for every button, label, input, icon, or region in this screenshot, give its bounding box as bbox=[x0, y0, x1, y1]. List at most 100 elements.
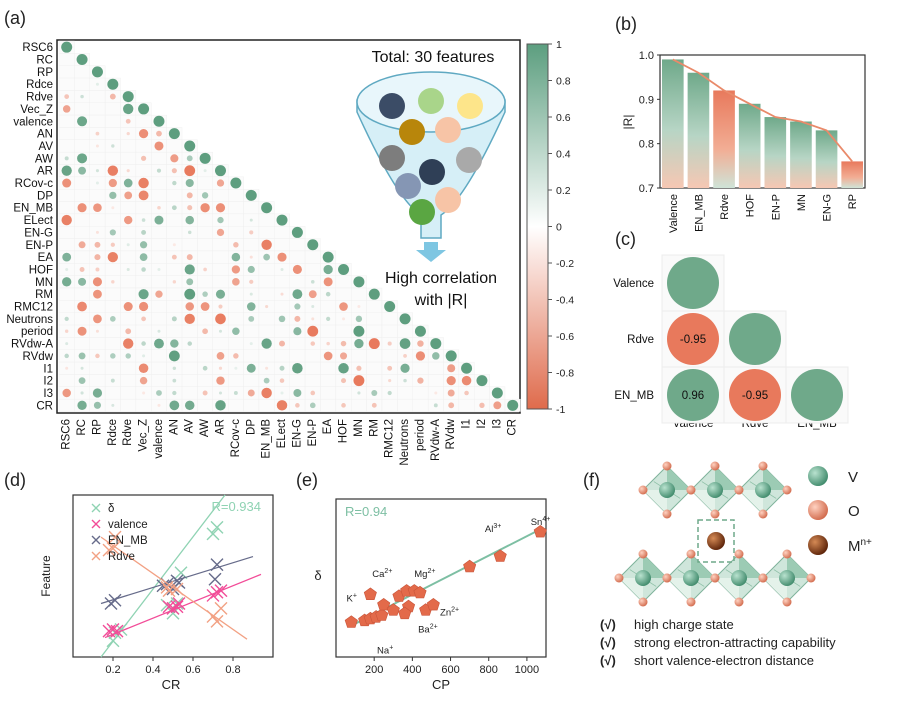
heatmap-dot bbox=[216, 228, 225, 237]
heatmap-cell bbox=[74, 139, 90, 153]
heatmap-dot bbox=[62, 388, 71, 398]
colorbar-tick-label: 0.8 bbox=[556, 76, 571, 88]
heatmap-cell bbox=[227, 287, 244, 301]
f-legend: V O Mn+ bbox=[808, 466, 872, 555]
d-legend-marker bbox=[91, 519, 101, 529]
heatmap-dot bbox=[141, 341, 146, 346]
heatmap-col-label: AN bbox=[168, 419, 180, 435]
heatmap-dot bbox=[445, 350, 457, 362]
colorbar-tick-label: 1 bbox=[556, 39, 562, 51]
heatmap-cell bbox=[181, 324, 198, 338]
o-atom bbox=[710, 509, 720, 519]
colorbar-ticks: 1 0.8 0.6 0.4 0.2 0 -0.2 -0.4 -0.6 -0.8 -1 bbox=[548, 39, 574, 416]
heatmap-dot bbox=[170, 154, 179, 163]
highlight-box bbox=[697, 519, 735, 563]
e-xticks: 200 400 600 800 1000 bbox=[365, 657, 539, 676]
heatmap-cell bbox=[104, 324, 121, 338]
heatmap-cell bbox=[74, 127, 90, 140]
heatmap-dot bbox=[91, 66, 103, 78]
heatmap-dot bbox=[433, 403, 438, 408]
heatmap-dot bbox=[384, 301, 396, 313]
d-legend: δ valence EN_MB Rdve bbox=[91, 503, 148, 563]
heatmap-cell bbox=[104, 114, 121, 128]
heatmap-dot bbox=[280, 391, 284, 395]
heatmap-dot bbox=[187, 205, 193, 211]
heatmap-dot bbox=[461, 375, 472, 386]
heatmap-dot bbox=[95, 169, 99, 173]
d-legend-label: Rdve bbox=[108, 551, 135, 563]
heatmap-dot bbox=[138, 129, 149, 139]
d-legend-marker bbox=[91, 503, 101, 513]
heatmap-dot bbox=[64, 316, 69, 321]
heatmap-cell bbox=[89, 361, 106, 375]
heatmap-cell bbox=[151, 275, 167, 289]
e-points: Sn4+ Al3+ Mg2+ Ca2+ K+ Zn2+Ba2+ Na+ bbox=[344, 516, 550, 657]
heatmap-cell bbox=[197, 213, 213, 227]
heatmap-dot bbox=[323, 264, 333, 275]
heatmap-dot bbox=[357, 305, 361, 309]
b-bar bbox=[662, 59, 684, 188]
heatmap-dot bbox=[479, 402, 485, 409]
d-point bbox=[170, 582, 184, 596]
heatmap-dot bbox=[78, 166, 87, 175]
heatmap-col-label: AR bbox=[214, 419, 226, 435]
e-xlabel: CP bbox=[432, 677, 450, 692]
heatmap-cell bbox=[58, 300, 75, 313]
heatmap-cell bbox=[320, 361, 337, 375]
heatmap-dot bbox=[139, 241, 148, 249]
heatmap-dot bbox=[107, 251, 118, 263]
heatmap-dot bbox=[126, 169, 130, 173]
e-ylabel: δ bbox=[314, 568, 321, 583]
heatmap-cell bbox=[212, 263, 229, 276]
heatmap-dot bbox=[202, 291, 208, 297]
heatmap-dot bbox=[109, 191, 117, 200]
heatmap-cell bbox=[181, 361, 198, 375]
heatmap-dot bbox=[186, 254, 193, 261]
d-point bbox=[106, 634, 120, 648]
heatmap-dot bbox=[95, 82, 99, 86]
heatmap-dot bbox=[307, 325, 319, 337]
heatmap-cell bbox=[258, 226, 275, 239]
heatmap-column-labels: RSC6 RC RP Rdce Rdve Vec_Z valence AN AV AW AR RCov… bbox=[61, 418, 519, 465]
heatmap-cell bbox=[181, 386, 198, 400]
heatmap-cell bbox=[104, 287, 121, 301]
heatmap-dot bbox=[218, 304, 223, 309]
heatmap-cell bbox=[74, 188, 90, 202]
heatmap-cell bbox=[89, 213, 106, 227]
heatmap-cell bbox=[120, 374, 137, 388]
feature-ball bbox=[419, 159, 445, 185]
octahedron-face bbox=[715, 466, 739, 490]
d-point bbox=[162, 584, 176, 598]
feature-ball bbox=[399, 119, 425, 145]
o-atom bbox=[782, 549, 792, 559]
panel-c: (c) ValenceValenceRdveRdveEN_MBEN_MB-0.9… bbox=[613, 229, 849, 430]
o-atom bbox=[734, 549, 744, 559]
heatmap-cell bbox=[58, 127, 75, 140]
heatmap-dot bbox=[92, 277, 103, 287]
heatmap-cell bbox=[412, 386, 429, 400]
heatmap-dot bbox=[141, 267, 146, 272]
o-atom bbox=[710, 573, 720, 583]
heatmap-dot bbox=[432, 352, 440, 360]
heatmap-dot bbox=[124, 191, 133, 200]
heatmap-dot bbox=[64, 329, 69, 333]
heatmap-row-label: valence bbox=[13, 116, 53, 128]
colorbar-tick-label: 0.2 bbox=[556, 185, 571, 197]
heatmap-cell bbox=[58, 77, 75, 91]
octahedron-face bbox=[763, 466, 787, 490]
heatmap-col-label: ELect bbox=[276, 418, 288, 448]
heatmap-cell bbox=[258, 213, 275, 227]
feature-ball bbox=[379, 93, 405, 119]
heatmap-dot bbox=[77, 301, 87, 312]
o-atom bbox=[662, 509, 672, 519]
heatmap-cell bbox=[227, 374, 244, 388]
heatmap-cell bbox=[212, 337, 229, 350]
b-category-labels: Valence EN_MB Rdve HOF EN-P MN EN-G RP bbox=[668, 194, 859, 233]
heatmap-cell bbox=[335, 275, 352, 289]
heatmap-dot bbox=[79, 267, 85, 272]
bullet-text: strong electron-attracting capability bbox=[634, 635, 836, 650]
o-atom bbox=[734, 597, 744, 607]
d-point bbox=[110, 624, 124, 638]
octahedron-face bbox=[691, 490, 715, 514]
heatmap-cell bbox=[74, 176, 90, 190]
